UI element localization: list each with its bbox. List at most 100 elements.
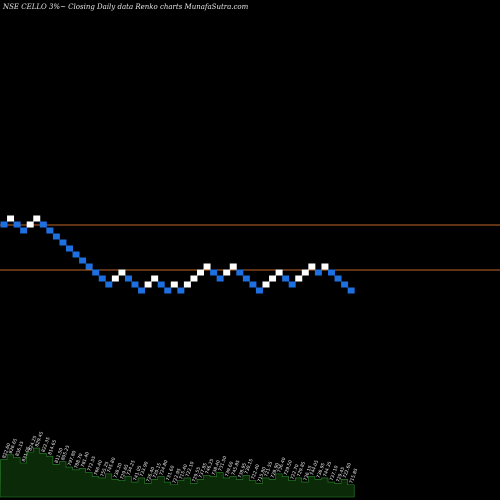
renko-brick-down <box>138 287 146 294</box>
renko-brick-down <box>255 287 263 294</box>
volume-label: 737.10 <box>329 465 340 482</box>
renko-brick-up <box>111 275 119 282</box>
volume-label: 738.20 <box>113 462 124 479</box>
renko-brick-down <box>85 263 93 270</box>
volume-label: 720.15 <box>152 462 163 479</box>
volume-label: 814.65 <box>47 439 58 456</box>
renko-brick-down <box>124 275 132 282</box>
volume-label: 831.05 <box>21 446 32 463</box>
volume-label: 737.85 <box>198 462 209 479</box>
volume-area <box>0 447 355 498</box>
renko-bricks <box>0 215 355 294</box>
renko-brick-up <box>223 269 231 276</box>
volume-label: 736.15 <box>303 465 314 482</box>
renko-brick-down <box>46 227 54 234</box>
volume-label: 722.95 <box>172 467 183 484</box>
renko-brick-down <box>249 281 257 288</box>
renko-brick-down <box>66 245 73 252</box>
renko-brick-down <box>105 281 113 288</box>
volume-label: 729.45 <box>335 466 346 483</box>
renko-brick-down <box>131 281 139 288</box>
renko-brick-up <box>295 275 303 282</box>
volume-label: 766.40 <box>93 459 104 476</box>
renko-brick-down <box>164 287 172 294</box>
renko-brick-down <box>0 221 8 228</box>
renko-brick-up <box>301 269 309 276</box>
renko-brick-up <box>183 281 191 288</box>
renko-brick-up <box>26 221 34 228</box>
renko-brick-up <box>7 215 15 222</box>
renko-brick-up <box>308 263 316 270</box>
volume-label: 836.15 <box>14 440 25 457</box>
volume-label: 730.15 <box>244 458 255 475</box>
renko-brick-down <box>59 239 67 246</box>
renko-brick-up <box>33 215 41 222</box>
volume-label: 731.50 <box>217 455 228 472</box>
renko-brick-down <box>92 269 100 276</box>
volume-label: 715.80 <box>257 466 268 483</box>
renko-brick-up <box>190 275 198 282</box>
volume-label: 733.90 <box>139 461 150 478</box>
renko-brick-down <box>13 221 21 228</box>
volume-label: 744.05 <box>309 459 320 476</box>
renko-brick-up <box>203 263 211 270</box>
renko-brick-down <box>177 287 185 294</box>
renko-brick-down <box>98 275 106 282</box>
volume-label: 738.40 <box>211 459 222 476</box>
volume-label: 829.45 <box>34 431 45 448</box>
volume-label: 741.05 <box>132 465 143 482</box>
volume-label: 722.60 <box>342 462 353 479</box>
renko-brick-down <box>52 233 60 240</box>
volume-label: 729.50 <box>283 459 294 476</box>
renko-brick-down <box>341 281 349 288</box>
volume-label: 726.40 <box>145 466 156 483</box>
renko-brick-up <box>170 281 178 288</box>
volume-label: 805.25 <box>60 444 71 461</box>
volume-label: 738.95 <box>237 462 248 479</box>
reference-lines <box>0 224 500 271</box>
renko-brick-down <box>328 269 335 276</box>
renko-brick-up <box>321 263 329 270</box>
chart-title: NSE CELLO 3%~ Closing Daily data Renko c… <box>2 3 249 11</box>
renko-brick-up <box>144 281 152 288</box>
volume-label: 728.90 <box>270 462 281 479</box>
volume-label: 715.40 <box>178 463 189 480</box>
volume-label: 755.25 <box>99 461 110 478</box>
volume-label: 724.80 <box>158 459 169 476</box>
volume-label: 721.55 <box>263 461 274 478</box>
volume-label: 788.70 <box>73 453 84 470</box>
renko-brick-up <box>229 263 237 270</box>
volume-label: 729.85 <box>296 461 307 478</box>
volume-label: 811.50 <box>54 447 65 464</box>
volume-label: 824.25 <box>27 435 38 452</box>
volume-label: 729.65 <box>119 463 130 480</box>
volume-label: 745.85 <box>230 459 241 476</box>
renko-brick-up <box>118 269 126 276</box>
renko-brick-down <box>242 275 250 282</box>
renko-brick-up <box>269 275 277 282</box>
volume-label: 745.80 <box>106 457 117 474</box>
volume-label: 722.10 <box>185 461 196 478</box>
volume-label: 731.60 <box>165 465 176 482</box>
renko-brick-down <box>334 275 342 282</box>
volume-label: 722.40 <box>250 463 261 480</box>
renko-brick-down <box>210 269 218 276</box>
volume-label: 744.35 <box>322 461 333 478</box>
volume-label: 729.55 <box>191 466 202 483</box>
volume-label: 722.70 <box>289 463 300 480</box>
volume-label: 822.60 <box>1 442 12 459</box>
renko-brick-down <box>347 287 355 294</box>
renko-brick-down <box>282 275 290 282</box>
renko-brick-down <box>20 227 28 234</box>
renko-brick-up <box>275 269 283 276</box>
renko-brick-down <box>72 251 80 258</box>
volume-label: 715.85 <box>348 467 359 484</box>
volume-label: 746.25 <box>204 458 215 475</box>
renko-brick-down <box>157 281 165 288</box>
renko-brick-up <box>262 281 270 288</box>
volume-label: 739.60 <box>224 461 235 478</box>
volume-label: 736.40 <box>276 457 287 474</box>
renko-brick-down <box>216 275 224 282</box>
volume-label: 822.35 <box>41 436 52 453</box>
